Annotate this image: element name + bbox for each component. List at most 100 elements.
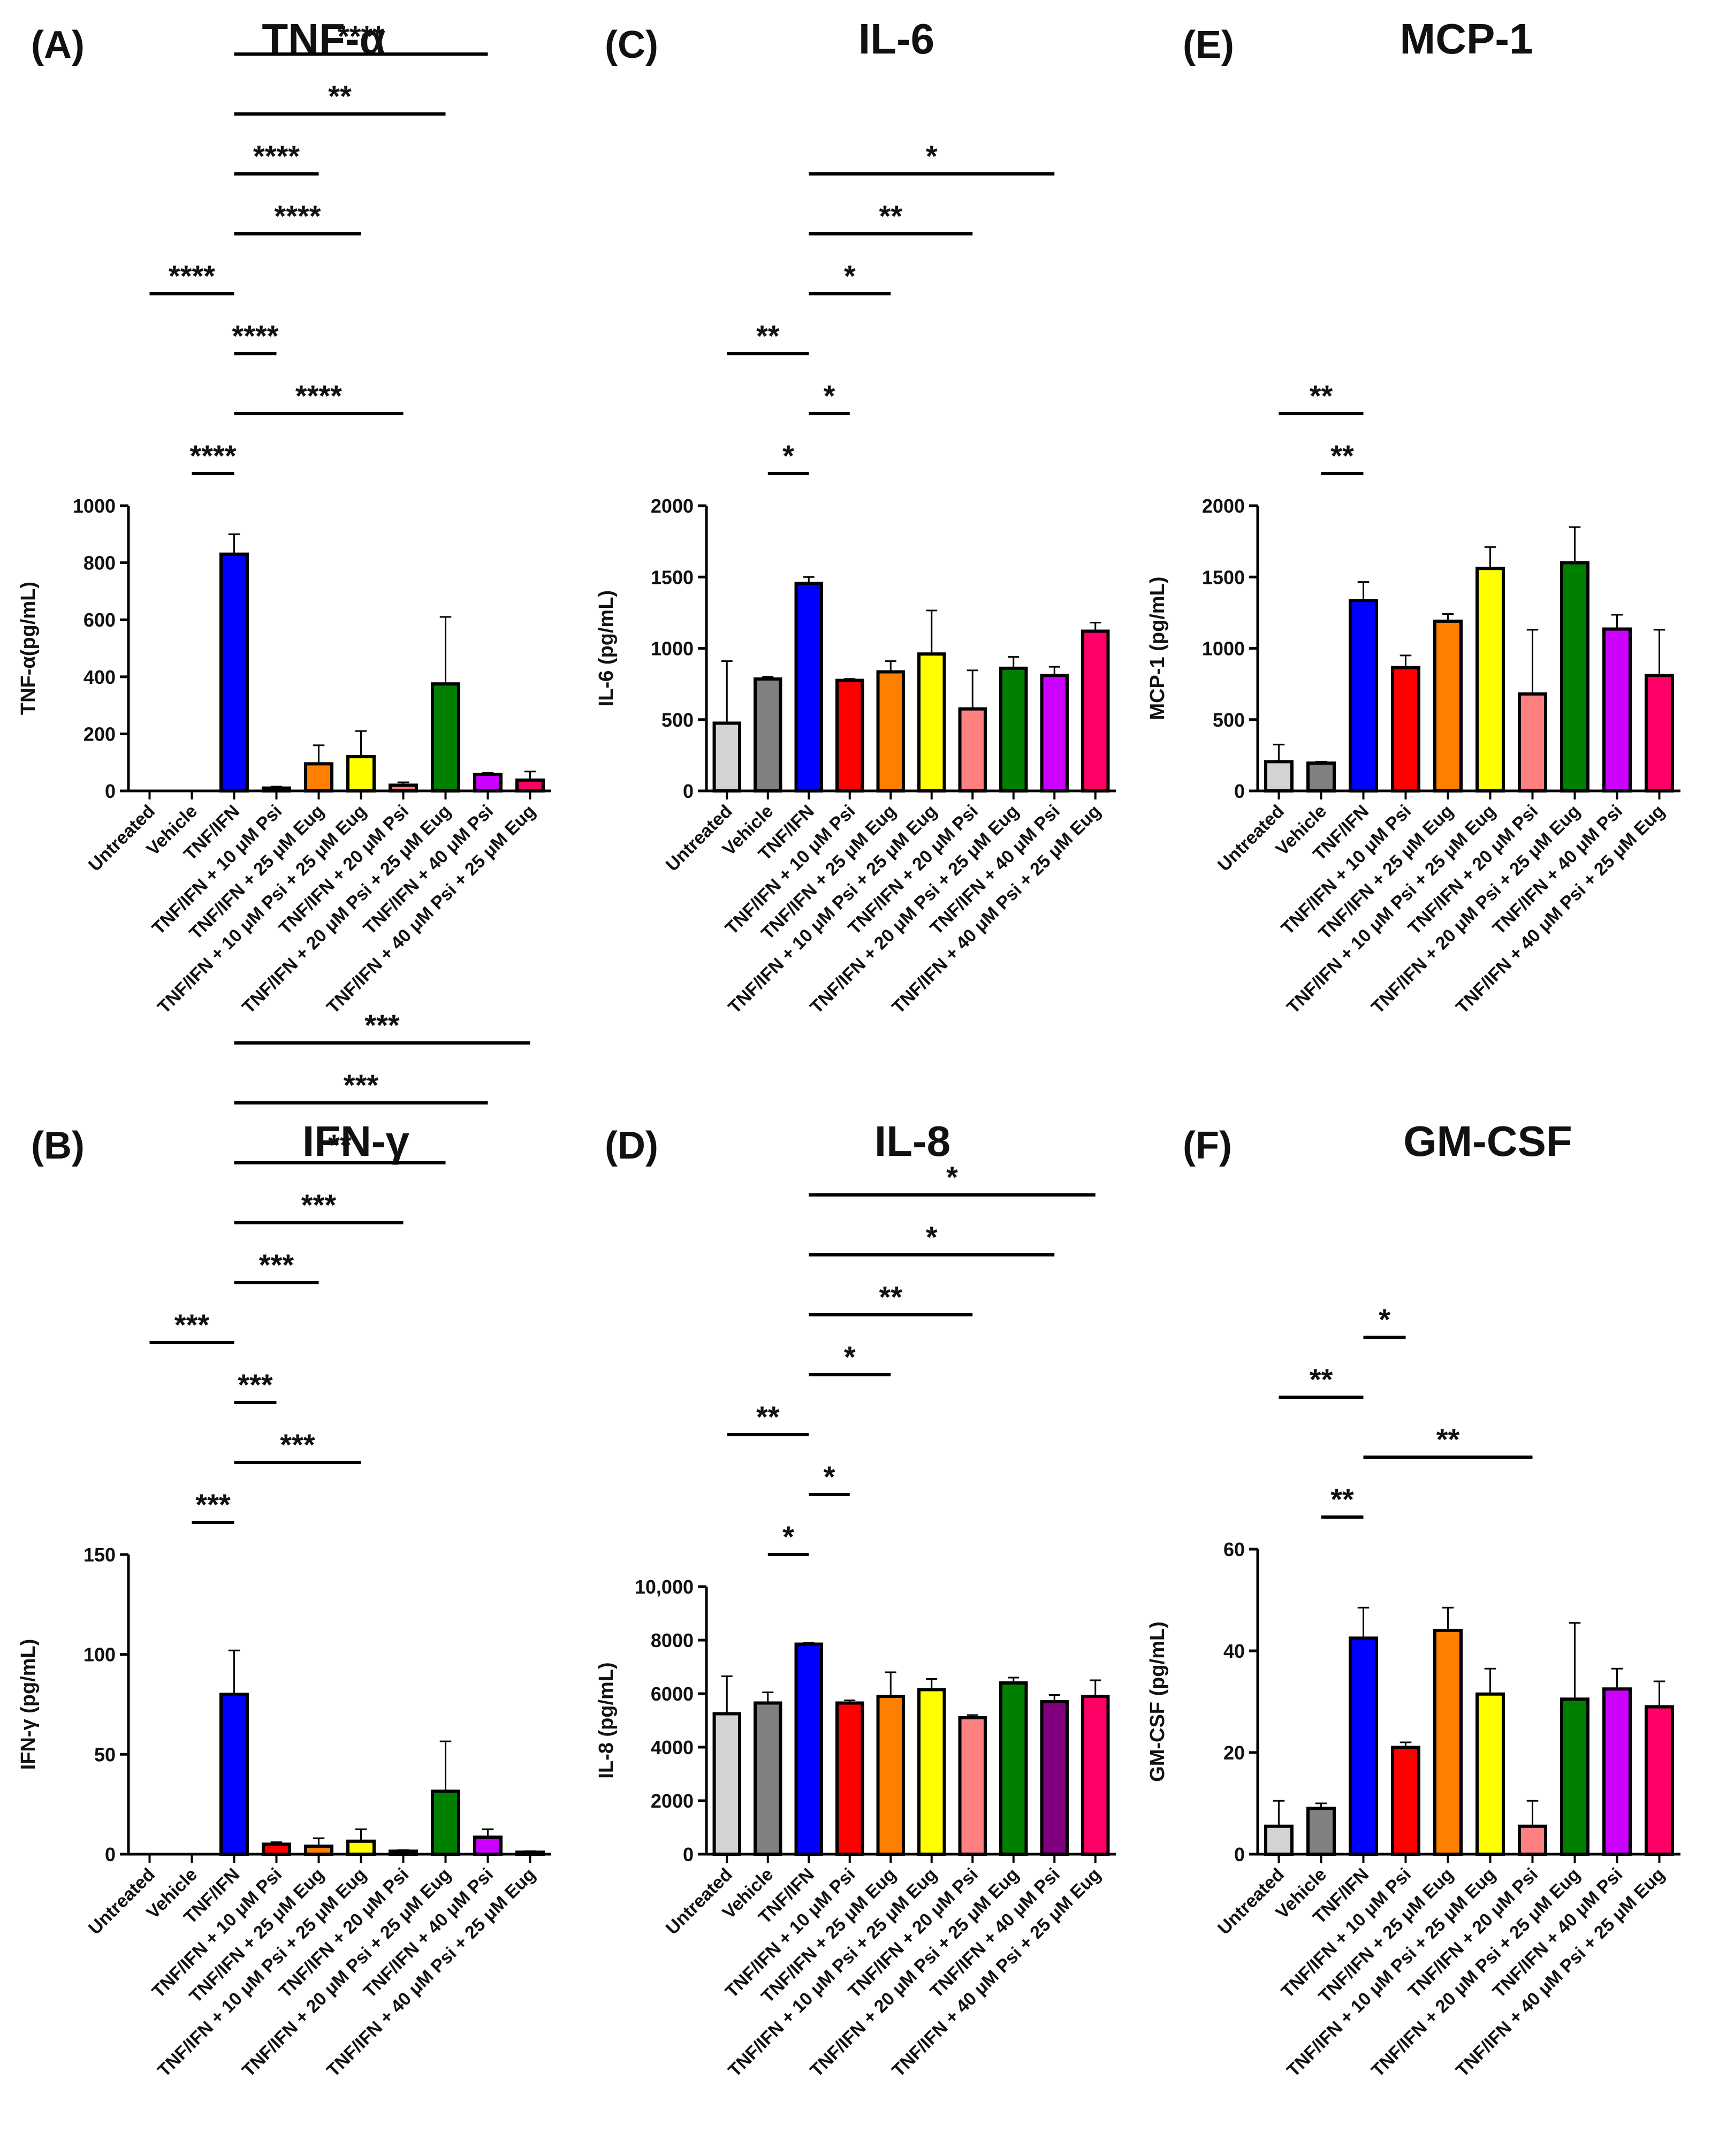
y-tick-label: 200 [83, 723, 116, 745]
bar [1433, 619, 1463, 793]
bar [515, 1850, 545, 1856]
y-tick-label: 0 [683, 780, 694, 802]
significance-label: **** [274, 199, 321, 233]
y-axis-label: TNF-α(pg/mL) [17, 582, 40, 715]
bar [712, 721, 741, 793]
y-tick-label: 400 [83, 666, 116, 688]
significance-label: ** [1310, 1362, 1333, 1396]
significance-label: * [824, 379, 835, 413]
y-tick-label: 0 [105, 1843, 116, 1865]
bar [754, 677, 782, 793]
significance-label: ** [756, 1400, 780, 1434]
significance-label: **** [169, 259, 215, 293]
bar [219, 1693, 249, 1856]
significance-label: * [844, 1340, 856, 1374]
y-tick-label: 60 [1223, 1538, 1245, 1560]
bar [1602, 627, 1632, 793]
y-tick-label: 8000 [651, 1629, 694, 1651]
bar [1560, 1697, 1589, 1856]
significance-label: * [926, 1220, 938, 1254]
bar [262, 786, 291, 793]
panel-letter: (C) [605, 24, 658, 66]
panel-letter: (F) [1183, 1124, 1232, 1167]
panel-letter: (B) [31, 1124, 85, 1167]
bar [1391, 1746, 1420, 1856]
bar [1391, 666, 1420, 793]
bar [1518, 692, 1547, 793]
significance-label: ** [1330, 439, 1354, 473]
chart-title: MCP-1 [1400, 15, 1533, 63]
bar [389, 783, 418, 793]
bar [835, 679, 864, 793]
panel-letter: (D) [605, 1124, 658, 1167]
y-tick-label: 10,000 [635, 1576, 694, 1598]
bar [1560, 561, 1589, 793]
y-tick-label: 6000 [651, 1683, 694, 1705]
y-tick-label: 0 [105, 780, 116, 802]
y-tick-label: 2000 [1202, 495, 1245, 517]
bar [1306, 1807, 1336, 1856]
significance-label: *** [174, 1308, 210, 1342]
category-label: Untreated [1214, 801, 1288, 875]
bar [1349, 1636, 1378, 1856]
y-tick-label: 1000 [651, 638, 694, 660]
bar [712, 1712, 741, 1856]
y-tick-label: 150 [83, 1544, 116, 1566]
bar [219, 552, 249, 793]
significance-label: * [824, 1460, 835, 1494]
panel-4: (D) IL-8 0 2000 4000 6000 8000 10,000 IL-8 (pg/m… [595, 1117, 1116, 2081]
chart-title: GM-CSF [1403, 1117, 1572, 1165]
y-tick-label: 1000 [73, 495, 116, 517]
y-tick-label: 50 [94, 1743, 116, 1765]
significance-label: *** [259, 1248, 294, 1282]
significance-label: ** [879, 1280, 902, 1314]
y-tick-label: 600 [83, 609, 116, 631]
bar [1306, 761, 1336, 793]
significance-label: ** [879, 199, 902, 233]
y-tick-label: 40 [1223, 1640, 1245, 1662]
y-tick-label: 1500 [651, 566, 694, 588]
significance-label: * [844, 259, 856, 293]
y-tick-label: 2000 [651, 1790, 694, 1812]
bar [304, 762, 333, 793]
bar [1349, 599, 1378, 793]
significance-label: **** [232, 319, 278, 353]
category-label: Untreated [85, 1864, 159, 1939]
bar [876, 1695, 905, 1856]
significance-label: **** [295, 379, 342, 413]
y-axis-label: IL-8 (pg/mL) [595, 1662, 618, 1778]
bar [1645, 1705, 1674, 1856]
significance-label: ** [328, 79, 352, 113]
bar [1433, 1629, 1463, 1856]
significance-label: *** [238, 1368, 273, 1401]
significance-label: * [926, 139, 938, 173]
significance-label: ** [328, 1128, 352, 1162]
bar [754, 1701, 782, 1856]
bar [515, 778, 545, 793]
bar [1264, 1824, 1294, 1856]
significance-label: * [782, 1520, 794, 1553]
bar [794, 1642, 823, 1856]
significance-label: *** [364, 1008, 400, 1042]
y-axis-label: IFN-γ (pg/mL) [17, 1639, 40, 1770]
bar [1475, 567, 1505, 793]
y-tick-label: 1000 [1202, 638, 1245, 660]
bar [346, 755, 376, 793]
significance-label: ** [1310, 379, 1333, 413]
significance-label: *** [195, 1488, 231, 1521]
y-tick-label: 500 [1213, 709, 1245, 731]
bar [431, 1789, 460, 1856]
bar [1040, 1700, 1069, 1856]
significance-label: **** [189, 439, 236, 473]
bar [473, 773, 503, 793]
bar [473, 1835, 503, 1856]
significance-label: ** [756, 319, 780, 353]
panel-1: (A) TNF-α02004006008001000TNF-α(pg/mL)Unt… [17, 15, 551, 1018]
bar [1040, 674, 1069, 793]
bar [917, 1688, 946, 1856]
y-tick-label: 0 [683, 1843, 694, 1865]
bar [999, 666, 1028, 793]
